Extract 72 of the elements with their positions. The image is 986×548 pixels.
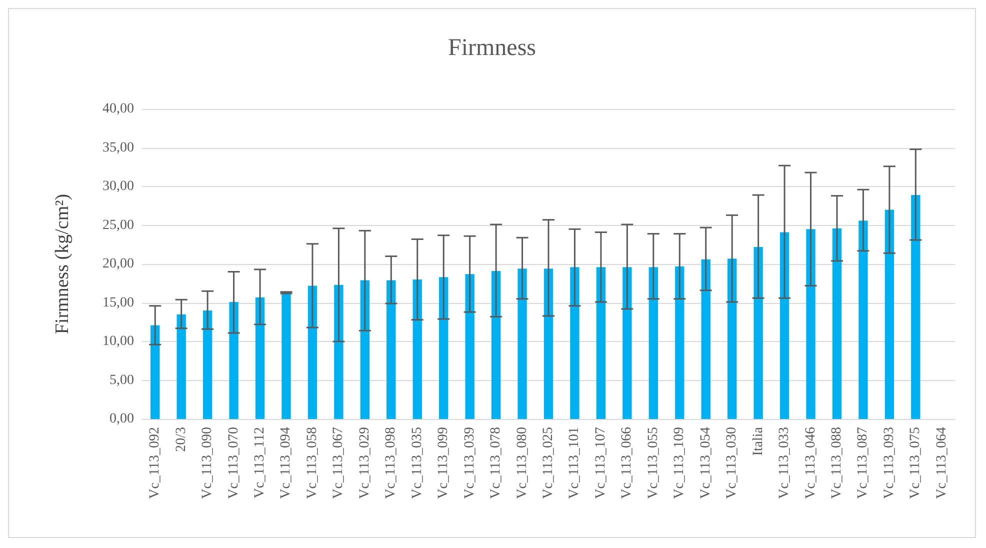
bar xyxy=(412,280,422,419)
x-tick-label: Vc_113_033 xyxy=(777,427,792,499)
y-tick-label: 15,00 xyxy=(102,295,134,310)
bar xyxy=(544,268,554,419)
x-tick-label: Vc_113_088 xyxy=(829,427,844,499)
x-tick-label: Vc_113_070 xyxy=(226,427,242,499)
bar xyxy=(832,228,842,419)
bar xyxy=(780,232,790,419)
x-tick-label: Vc_113_093 xyxy=(882,427,897,499)
x-tick-label: Vc_113_046 xyxy=(803,427,818,499)
x-tick-label: Vc_113_064 xyxy=(934,427,950,499)
x-tick-label: Vc_113_054 xyxy=(698,427,714,499)
bar xyxy=(570,267,580,419)
x-tick-label: Vc_113_090 xyxy=(200,427,216,499)
x-tick-label: Vc_113_092 xyxy=(148,427,163,499)
bar xyxy=(675,266,684,419)
bar xyxy=(308,286,318,419)
x-tick-label: Vc_113_087 xyxy=(856,427,871,499)
bar xyxy=(727,258,737,419)
x-tick-label: Vc_113_039 xyxy=(462,427,478,499)
bar xyxy=(150,325,160,419)
bar xyxy=(596,267,606,419)
bar xyxy=(622,267,632,419)
x-tick-label: Vc_113_101 xyxy=(567,427,582,499)
y-tick-label: 40,00 xyxy=(102,102,134,116)
x-tick-label: Vc_113_109 xyxy=(672,427,688,499)
x-tick-label: Vc_113_094 xyxy=(278,427,294,499)
bar xyxy=(911,195,920,419)
bar xyxy=(884,210,894,419)
bar xyxy=(491,270,501,419)
y-tick-label: 5,00 xyxy=(110,372,134,388)
bar xyxy=(360,280,370,419)
x-tick-label: Vc_113_078 xyxy=(488,427,504,499)
bar xyxy=(701,259,710,419)
bar xyxy=(806,229,816,419)
x-tick-label: Vc_113_055 xyxy=(646,427,661,499)
y-tick-label: 35,00 xyxy=(102,140,134,156)
x-tick-label: Vc_113_107 xyxy=(593,427,608,499)
bar xyxy=(229,302,238,419)
x-tick-label: Vc_113_075 xyxy=(908,427,924,499)
y-tick-label: 20,00 xyxy=(102,256,134,272)
x-tick-label: Vc_113_098 xyxy=(384,427,399,499)
y-tick-label: 25,00 xyxy=(102,218,134,233)
bar xyxy=(439,277,448,419)
y-tick-label: 10,00 xyxy=(102,334,134,349)
x-tick-label: Italia xyxy=(750,426,766,456)
x-tick-label: Vc_113_030 xyxy=(724,427,740,499)
bar xyxy=(282,292,291,419)
bar xyxy=(465,274,474,419)
x-tick-label: Vc_113_025 xyxy=(541,427,556,499)
x-tick-label: Vc_113_066 xyxy=(620,427,635,499)
bar xyxy=(176,314,186,419)
x-tick-label: Vc_113_080 xyxy=(514,427,530,499)
x-tick-label: Vc_113_099 xyxy=(436,427,452,499)
x-tick-label: Vc_113_058 xyxy=(304,427,320,499)
x-tick-label: Vc_113_029 xyxy=(357,427,372,499)
bar xyxy=(648,267,658,419)
bar xyxy=(518,268,527,419)
y-axis-title: Firmness (kg/cm²) xyxy=(52,194,73,334)
x-tick-label: Vc_113_112 xyxy=(252,427,268,498)
x-tick-label: 20/3 xyxy=(174,427,189,452)
bar xyxy=(334,284,344,419)
chart-title: Firmness xyxy=(448,35,536,61)
x-tick-label: Vc_113_035 xyxy=(410,427,425,499)
bar xyxy=(202,310,212,419)
bar xyxy=(754,246,763,419)
x-tick-label: Vc_113_067 xyxy=(331,427,346,499)
bar xyxy=(386,280,396,419)
y-tick-label: 0,00 xyxy=(110,412,134,426)
y-tick-label: 30,00 xyxy=(102,179,134,194)
bar xyxy=(255,297,265,419)
bar xyxy=(858,220,868,419)
